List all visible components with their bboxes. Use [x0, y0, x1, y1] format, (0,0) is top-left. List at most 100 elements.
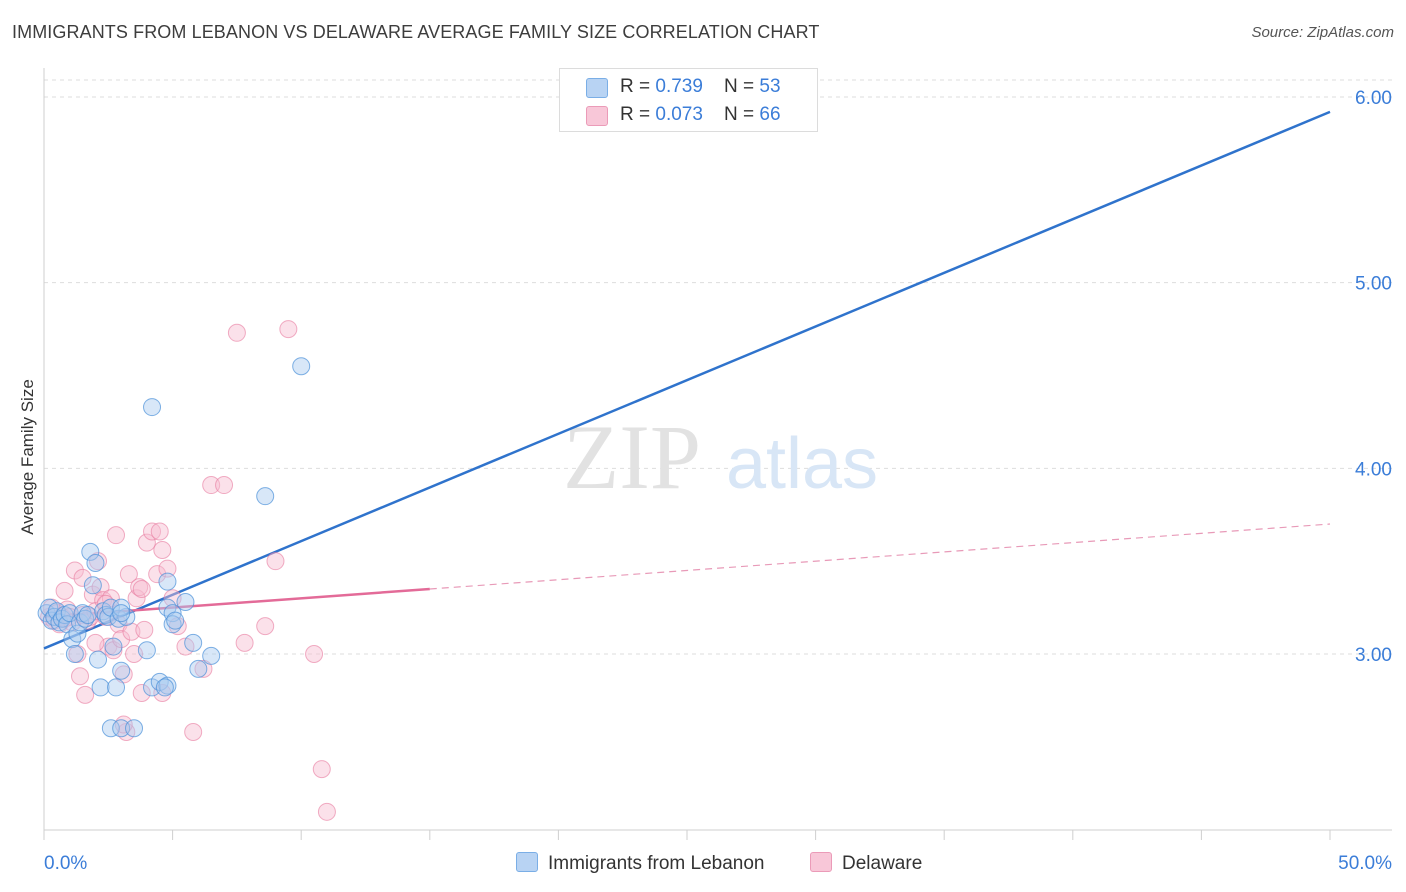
lebanon-point [202, 646, 221, 665]
lebanon-point [65, 645, 84, 663]
delaware-point [130, 578, 149, 597]
y-tick-labels: 3.00 4.00 5.00 6.00 [1355, 88, 1392, 666]
chart-title: IMMIGRANTS FROM LEBANON VS DELAWARE AVER… [12, 22, 820, 42]
lebanon-point [176, 593, 195, 612]
y-tick-label: 4.00 [1355, 459, 1392, 480]
lebanon-point [137, 641, 156, 660]
y-axis-label: Average Family Size [18, 379, 37, 535]
lebanon-point [158, 572, 177, 591]
delaware-point [256, 617, 275, 636]
lebanon-point [89, 650, 108, 669]
watermark-zip: ZIP [563, 406, 701, 508]
x-ticks [43, 830, 1331, 840]
delaware-point [86, 633, 105, 652]
delaware-point [132, 683, 151, 702]
lebanon-point [189, 659, 208, 678]
y-tick-label: 3.00 [1355, 645, 1392, 666]
lebanon-point [166, 611, 185, 630]
y-tick-label: 6.00 [1355, 88, 1392, 109]
chart-source: Source: ZipAtlas.com [1251, 24, 1394, 41]
delaware-trend-line-extension [429, 523, 1331, 590]
bottom-legend-lebanon: Immigrants from Lebanon [516, 852, 765, 875]
lebanon-point [112, 598, 131, 617]
x-tick-labels: 0.0% 50.0% [44, 853, 1392, 874]
lebanon-point [107, 678, 126, 697]
bottom-legend-label: Immigrants from Lebanon [548, 853, 765, 874]
watermark-atlas: atlas [726, 424, 878, 504]
legend-swatch-blue [586, 78, 608, 98]
watermark: ZIP atlas [563, 406, 878, 508]
legend-n-value: 53 [759, 76, 781, 97]
delaware-point [150, 522, 169, 541]
legend-n-label: N = [724, 104, 760, 125]
delaware-point [76, 685, 95, 704]
delaware-point [202, 476, 221, 495]
delaware-point [143, 522, 162, 541]
legend-r-label: R = [620, 104, 656, 125]
delaware-point [235, 633, 254, 652]
delaware-point [73, 568, 92, 587]
lebanon-trend-line [43, 110, 1331, 650]
delaware-point [148, 565, 167, 584]
delaware-point [65, 561, 84, 580]
axes [43, 68, 1392, 831]
bottom-legend-swatch-pink [810, 852, 832, 872]
delaware-point [112, 630, 131, 649]
lebanon-point [256, 487, 275, 506]
lebanon-point [104, 637, 123, 656]
delaware-point [135, 620, 154, 639]
delaware-point [127, 589, 146, 608]
lebanon-points [37, 357, 311, 738]
lebanon-point [158, 676, 177, 695]
y-tick-label: 5.00 [1355, 274, 1392, 295]
delaware-point [137, 533, 156, 552]
lebanon-point [125, 719, 144, 738]
delaware-point [266, 552, 285, 571]
lebanon-point [143, 398, 162, 417]
legend-r-value: 0.739 [655, 76, 703, 97]
lebanon-point [78, 606, 97, 625]
bottom-legend-delaware: Delaware [810, 852, 922, 875]
lebanon-point [91, 678, 110, 697]
delaware-point [158, 559, 177, 578]
delaware-point [279, 320, 298, 339]
lebanon-point [81, 542, 100, 561]
delaware-point [153, 541, 172, 560]
lebanon-point [292, 357, 311, 376]
delaware-point [89, 552, 108, 571]
delaware-point [119, 565, 138, 584]
legend-n-value: 66 [759, 104, 781, 125]
x-tick-label: 0.0% [44, 853, 87, 874]
lebanon-point [155, 678, 174, 697]
delaware-point [305, 645, 324, 663]
delaware-point [71, 667, 90, 686]
lebanon-point [112, 661, 131, 680]
delaware-point [132, 580, 151, 599]
lebanon-point [112, 604, 131, 623]
delaware-point [312, 760, 331, 779]
delaware-point [215, 476, 234, 495]
delaware-point [107, 526, 126, 545]
bottom-legend-label: Delaware [842, 853, 923, 874]
delaware-point [55, 581, 74, 600]
lebanon-point [83, 576, 102, 595]
lebanon-point [63, 630, 82, 649]
delaware-point [184, 722, 203, 741]
delaware-points [40, 320, 336, 821]
lebanon-point [184, 633, 203, 652]
x-tick-label: 50.0% [1338, 853, 1392, 874]
bottom-legend-swatch-blue [516, 852, 538, 872]
lebanon-point [86, 554, 105, 573]
delaware-point [317, 802, 336, 821]
legend-swatch-pink [586, 106, 608, 126]
lebanon-point [68, 624, 87, 643]
stats-legend: R = 0.739 N = 53 R = 0.073 N = 66 [559, 68, 818, 132]
legend-n-label: N = [724, 76, 760, 97]
delaware-point [227, 323, 246, 342]
trend-lines [43, 110, 1331, 650]
lebanon-point [112, 719, 131, 738]
legend-r-label: R = [620, 76, 656, 97]
legend-r-value: 0.073 [655, 104, 703, 125]
lebanon-point [101, 719, 120, 738]
